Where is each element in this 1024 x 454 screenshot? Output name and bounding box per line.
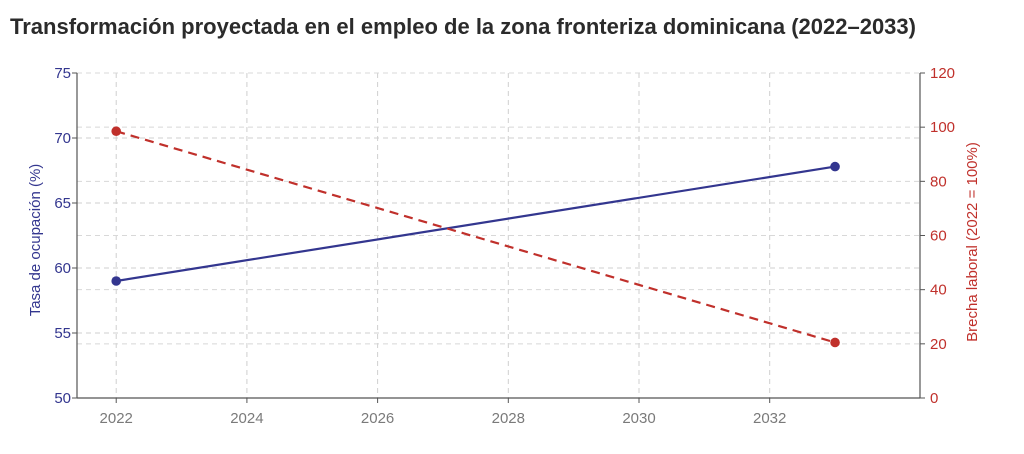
chart-title: Transformación proyectada en el empleo d… (10, 14, 916, 39)
y-right-tick-label: 100 (930, 119, 955, 136)
y-right-tick-label: 20 (930, 336, 947, 353)
y-right-tick-label: 120 (930, 65, 955, 82)
series-line-gap (115, 130, 836, 344)
data-point-occupation (111, 276, 122, 286)
y-right-tick-label: 60 (930, 228, 947, 245)
y-left-tick-label: 75 (54, 65, 71, 82)
x-tick-label: 2024 (230, 410, 263, 427)
y-axis-right-label: Brecha laboral (2022 = 100%) (964, 142, 981, 342)
y-left-tick-label: 60 (54, 260, 71, 277)
x-tick-label: 2030 (622, 410, 655, 427)
y-left-tick-label: 70 (54, 130, 71, 147)
series-points (111, 126, 840, 348)
axes (72, 72, 925, 403)
y-right-tick-label: 80 (930, 173, 947, 190)
y-left-tick-label: 55 (54, 325, 71, 342)
x-tick-label: 2028 (492, 410, 525, 427)
series-lines (115, 130, 836, 344)
y-right-tick-label: 0 (930, 390, 938, 407)
x-tick-label: 2022 (100, 410, 133, 427)
y-left-tick-label: 50 (54, 390, 71, 407)
y-left-tick-label: 65 (54, 195, 71, 212)
x-tick-label: 2032 (753, 410, 786, 427)
x-tick-label: 2026 (361, 410, 394, 427)
tick-labels: 2022 2024 2026 2028 2030 2032 50 55 60 65 70 75 0 20 4… (54, 65, 955, 427)
y-right-tick-label: 40 (930, 282, 947, 299)
grid-lines (77, 72, 920, 399)
y-axis-left-label: Tasa de ocupación (%) (27, 164, 44, 317)
series-line-occupation (116, 165, 836, 283)
data-point-gap (830, 337, 840, 348)
data-point-occupation (830, 161, 840, 172)
data-point-gap (111, 126, 122, 137)
